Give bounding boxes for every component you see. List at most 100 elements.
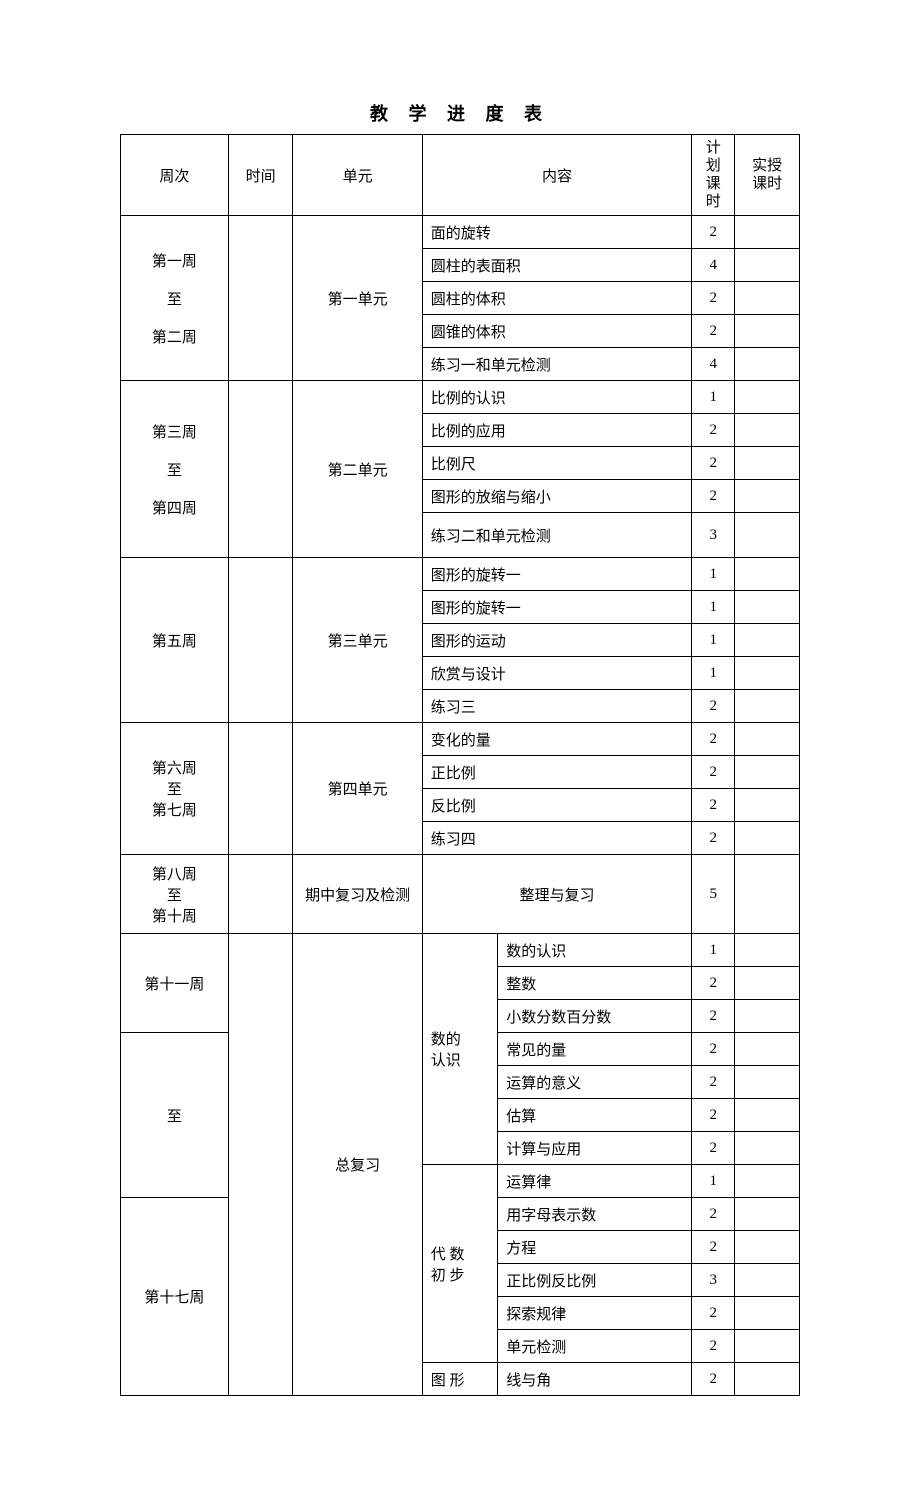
content-cell: 变化的量	[422, 723, 691, 756]
actual-cell	[735, 381, 800, 414]
plan-cell: 1	[692, 381, 735, 414]
content-cell: 小数分数百分数	[498, 1000, 692, 1033]
plan-cell: 5	[692, 855, 735, 934]
week-cell: 第十一周	[121, 934, 229, 1033]
actual-cell	[735, 657, 800, 690]
plan-cell: 2	[692, 967, 735, 1000]
subunit-cell: 代 数 初 步	[422, 1165, 497, 1363]
table-row: 第三周 至 第四周 第二单元 比例的认识 1	[121, 381, 800, 414]
unit-cell: 第四单元	[293, 723, 422, 855]
week-cell: 第一周 至 第二周	[121, 216, 229, 381]
header-unit: 单元	[293, 135, 422, 216]
table-row: 第一周 至 第二周 第一单元 面的旋转 2	[121, 216, 800, 249]
plan-cell: 2	[692, 480, 735, 513]
plan-cell: 2	[692, 1297, 735, 1330]
plan-cell: 2	[692, 723, 735, 756]
actual-cell	[735, 1198, 800, 1231]
content-cell: 线与角	[498, 1363, 692, 1396]
content-cell: 比例的应用	[422, 414, 691, 447]
content-cell: 运算的意义	[498, 1066, 692, 1099]
plan-cell: 2	[692, 1330, 735, 1363]
header-time: 时间	[228, 135, 293, 216]
content-cell: 方程	[498, 1231, 692, 1264]
plan-cell: 2	[692, 216, 735, 249]
plan-cell: 2	[692, 1198, 735, 1231]
content-cell: 图形的放缩与缩小	[422, 480, 691, 513]
actual-cell	[735, 558, 800, 591]
content-cell: 圆柱的表面积	[422, 249, 691, 282]
plan-cell: 2	[692, 1132, 735, 1165]
plan-cell: 1	[692, 558, 735, 591]
content-cell: 探索规律	[498, 1297, 692, 1330]
content-cell: 数的认识	[498, 934, 692, 967]
actual-cell	[735, 414, 800, 447]
content-cell: 整数	[498, 967, 692, 1000]
actual-cell	[735, 447, 800, 480]
plan-cell: 1	[692, 591, 735, 624]
plan-cell: 4	[692, 348, 735, 381]
plan-cell: 2	[692, 1000, 735, 1033]
plan-cell: 2	[692, 1066, 735, 1099]
content-cell: 运算律	[498, 1165, 692, 1198]
plan-cell: 2	[692, 1099, 735, 1132]
time-cell	[228, 855, 293, 934]
plan-cell: 2	[692, 315, 735, 348]
content-cell: 练习一和单元检测	[422, 348, 691, 381]
plan-cell: 1	[692, 657, 735, 690]
plan-cell: 3	[692, 513, 735, 558]
plan-cell: 2	[692, 1231, 735, 1264]
unit-cell: 第一单元	[293, 216, 422, 381]
plan-cell: 2	[692, 447, 735, 480]
plan-cell: 1	[692, 624, 735, 657]
time-cell	[228, 216, 293, 381]
week-cell: 第十七周	[121, 1198, 229, 1396]
content-cell: 练习三	[422, 690, 691, 723]
content-cell: 整理与复习	[422, 855, 691, 934]
actual-cell	[735, 855, 800, 934]
content-cell: 估算	[498, 1099, 692, 1132]
actual-cell	[735, 216, 800, 249]
actual-cell	[735, 756, 800, 789]
subunit-cell: 数的 认识	[422, 934, 497, 1165]
actual-cell	[735, 822, 800, 855]
actual-cell	[735, 624, 800, 657]
content-cell: 欣赏与设计	[422, 657, 691, 690]
plan-cell: 1	[692, 934, 735, 967]
actual-cell	[735, 1165, 800, 1198]
time-cell	[228, 558, 293, 723]
plan-cell: 3	[692, 1264, 735, 1297]
week-cell: 第五周	[121, 558, 229, 723]
actual-cell	[735, 591, 800, 624]
actual-cell	[735, 1132, 800, 1165]
content-cell: 单元检测	[498, 1330, 692, 1363]
table-row: 第八周 至 第十周 期中复习及检测 整理与复习 5	[121, 855, 800, 934]
header-planned: 计 划 课 时	[692, 135, 735, 216]
content-cell: 练习二和单元检测	[422, 513, 691, 558]
actual-cell	[735, 249, 800, 282]
table-row: 第六周 至 第七周 第四单元 变化的量 2	[121, 723, 800, 756]
actual-cell	[735, 315, 800, 348]
plan-cell: 2	[692, 690, 735, 723]
plan-cell: 4	[692, 249, 735, 282]
actual-cell	[735, 934, 800, 967]
content-cell: 图形的旋转一	[422, 591, 691, 624]
content-cell: 圆柱的体积	[422, 282, 691, 315]
actual-cell	[735, 690, 800, 723]
actual-cell	[735, 723, 800, 756]
content-cell: 图形的旋转一	[422, 558, 691, 591]
content-cell: 反比例	[422, 789, 691, 822]
week-cell: 第六周 至 第七周	[121, 723, 229, 855]
actual-cell	[735, 1297, 800, 1330]
actual-cell	[735, 1231, 800, 1264]
table-row: 第十一周 总复习 数的 认识 数的认识 1	[121, 934, 800, 967]
header-actual: 实授 课时	[735, 135, 800, 216]
actual-cell	[735, 1363, 800, 1396]
content-cell: 比例尺	[422, 447, 691, 480]
time-cell	[228, 934, 293, 1396]
actual-cell	[735, 1000, 800, 1033]
week-cell: 第八周 至 第十周	[121, 855, 229, 934]
actual-cell	[735, 1330, 800, 1363]
actual-cell	[735, 1264, 800, 1297]
content-cell: 面的旋转	[422, 216, 691, 249]
content-cell: 常见的量	[498, 1033, 692, 1066]
